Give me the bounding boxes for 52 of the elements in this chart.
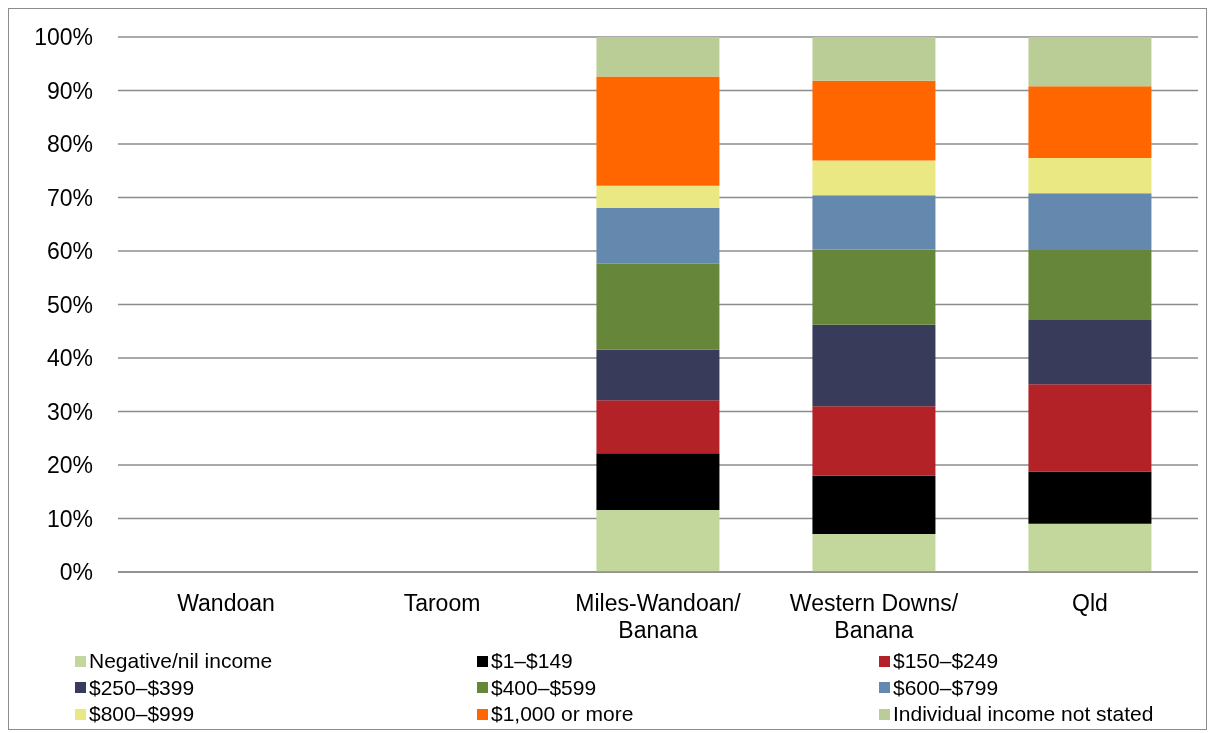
bar bbox=[1028, 384, 1152, 472]
legend-label: $250–$399 bbox=[89, 675, 195, 700]
y-tick-label: 40% bbox=[46, 345, 93, 372]
x-tick-label: Miles-Wandoan/Banana bbox=[575, 590, 742, 643]
y-tick-label: 0% bbox=[59, 559, 93, 586]
bar bbox=[596, 509, 720, 572]
bar bbox=[812, 406, 936, 476]
bar bbox=[596, 349, 720, 401]
bar bbox=[596, 37, 720, 77]
y-tick-label: 60% bbox=[46, 238, 93, 265]
y-tick-label: 80% bbox=[46, 131, 93, 158]
bar bbox=[596, 400, 720, 454]
bar bbox=[1028, 157, 1152, 194]
x-tick-label: Western Downs/Banana bbox=[789, 590, 959, 643]
bar bbox=[1028, 320, 1152, 385]
bar bbox=[812, 475, 936, 535]
legend-label: $800–$999 bbox=[89, 702, 195, 727]
bar bbox=[812, 249, 936, 325]
y-tick-label: 100% bbox=[34, 24, 93, 51]
legend-label: $400–$599 bbox=[491, 675, 597, 700]
bar bbox=[812, 80, 936, 161]
y-tick-label: 20% bbox=[46, 452, 93, 479]
legend-label: Negative/nil income bbox=[89, 649, 273, 674]
legend-label: Individual income not stated bbox=[893, 702, 1154, 727]
bar bbox=[1028, 193, 1152, 250]
bar bbox=[1028, 249, 1152, 321]
x-tick-label: Wandoan bbox=[177, 590, 275, 616]
bar bbox=[1028, 471, 1152, 524]
x-tick-label: Qld bbox=[1072, 590, 1108, 616]
bar bbox=[812, 534, 936, 572]
legend-label: $1,000 or more bbox=[491, 702, 634, 727]
y-tick-label: 50% bbox=[46, 291, 93, 318]
legend-label: $1–$149 bbox=[491, 649, 573, 674]
bar bbox=[596, 185, 720, 208]
bar bbox=[812, 160, 936, 196]
y-tick-label: 90% bbox=[46, 77, 93, 104]
bar bbox=[1028, 37, 1152, 87]
bar bbox=[596, 453, 720, 510]
bar bbox=[812, 324, 936, 407]
bar bbox=[596, 263, 720, 350]
x-tick-label: Taroom bbox=[403, 590, 481, 616]
bar bbox=[812, 195, 936, 250]
legend-label: $150–$249 bbox=[893, 649, 999, 674]
y-tick-label: 70% bbox=[46, 184, 93, 211]
y-tick-label: 30% bbox=[46, 398, 93, 425]
bar bbox=[1028, 86, 1152, 158]
bar bbox=[812, 37, 936, 81]
bar bbox=[596, 207, 720, 264]
legend-label: $600–$799 bbox=[893, 675, 999, 700]
bar bbox=[596, 76, 720, 186]
y-tick-label: 10% bbox=[46, 505, 93, 532]
bar bbox=[1028, 523, 1152, 572]
